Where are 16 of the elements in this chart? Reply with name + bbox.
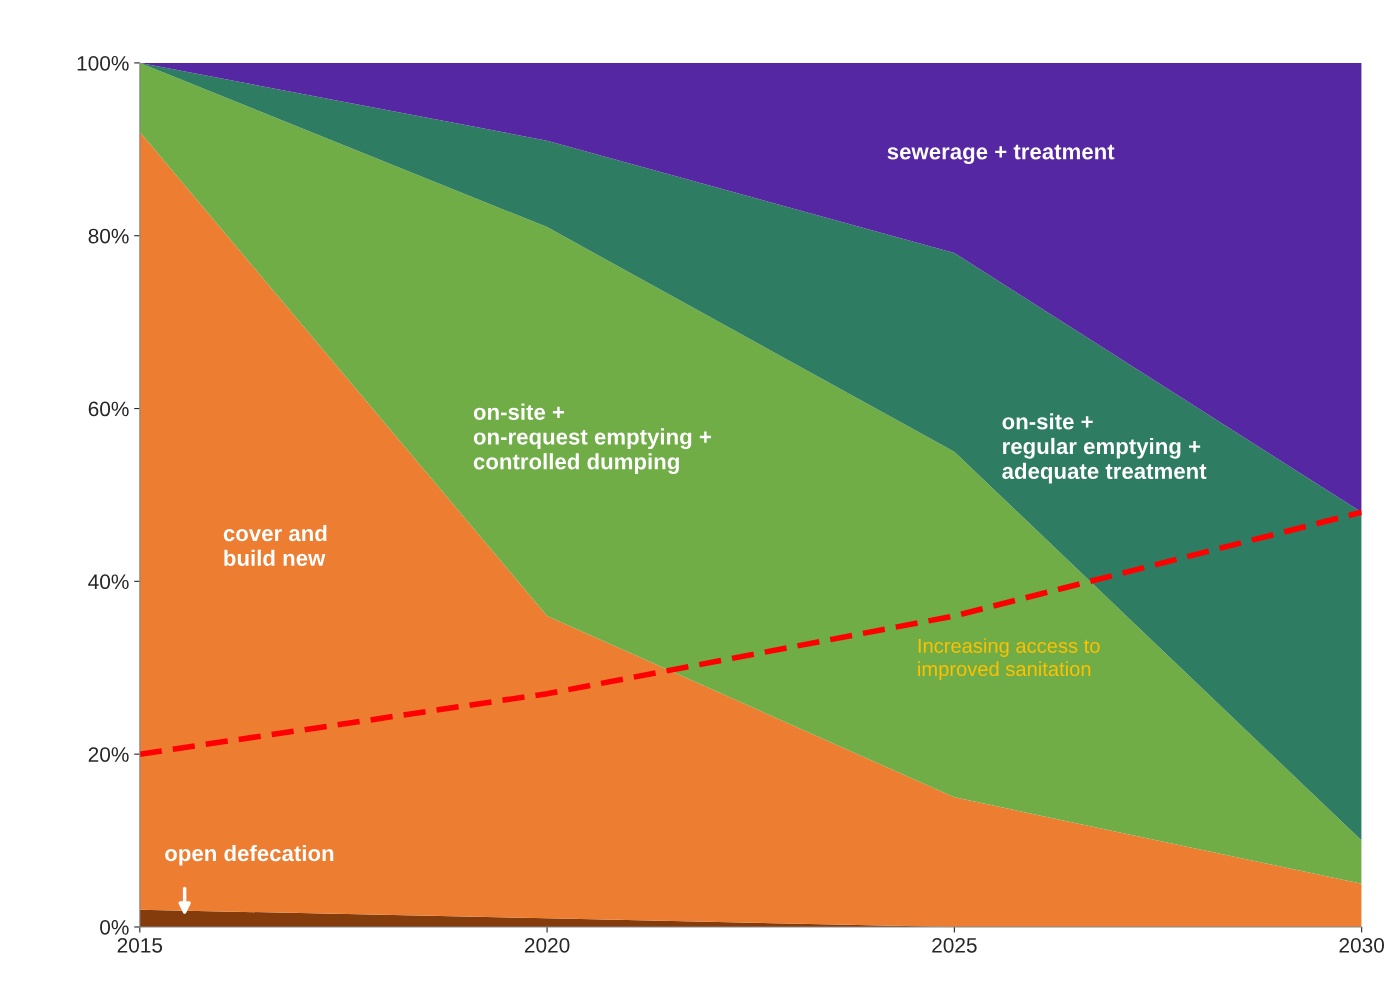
x-tick-label: 2025 [932,937,977,953]
x-tick-label: 2015 [117,937,163,953]
x-tick-label: 2030 [1339,937,1385,953]
y-tick-label: 0% [100,919,129,935]
y-tick-label: 40% [88,574,129,590]
series-label: on-site + regular emptying + adequate treatment [1002,413,1207,484]
x-tick-label: 2020 [524,937,570,953]
text: open defecation [165,844,334,866]
y-tick-label: 80% [88,228,129,244]
series-label: on-site + on-request emptying + controlled dumping [473,403,711,474]
series-label: cover and build new [223,524,327,566]
annotation: Increasing access to improved sanitation [918,638,1100,681]
y-tick-label: 20% [88,747,129,762]
series-label: sewerage + treatment [887,144,1115,164]
y-tick-label: 100% [77,55,129,71]
y-tick-label: 60% [88,401,129,417]
